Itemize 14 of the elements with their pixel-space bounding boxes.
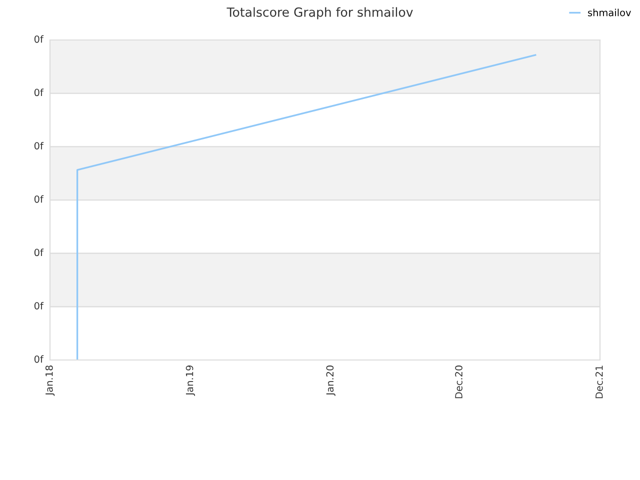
text: 0f [34,248,44,256]
text: 0f [34,195,44,203]
legend-label: shmailov [588,8,631,16]
text: 0f [34,35,44,43]
text: 0f [34,302,44,310]
x-tick-label: Dec.20 [455,366,462,398]
text: 0f [34,142,44,150]
text: 0f [34,355,44,363]
chart-title: Totalscore Graph for shmailov [226,7,413,20]
x-tick-label: Dec.21 [595,366,603,398]
x-tick-label: Jan.18 [45,366,55,396]
x-tick-label: Jan.20 [326,366,336,396]
x-tick-label: Jan.19 [186,366,196,396]
text: 0f [34,88,44,96]
